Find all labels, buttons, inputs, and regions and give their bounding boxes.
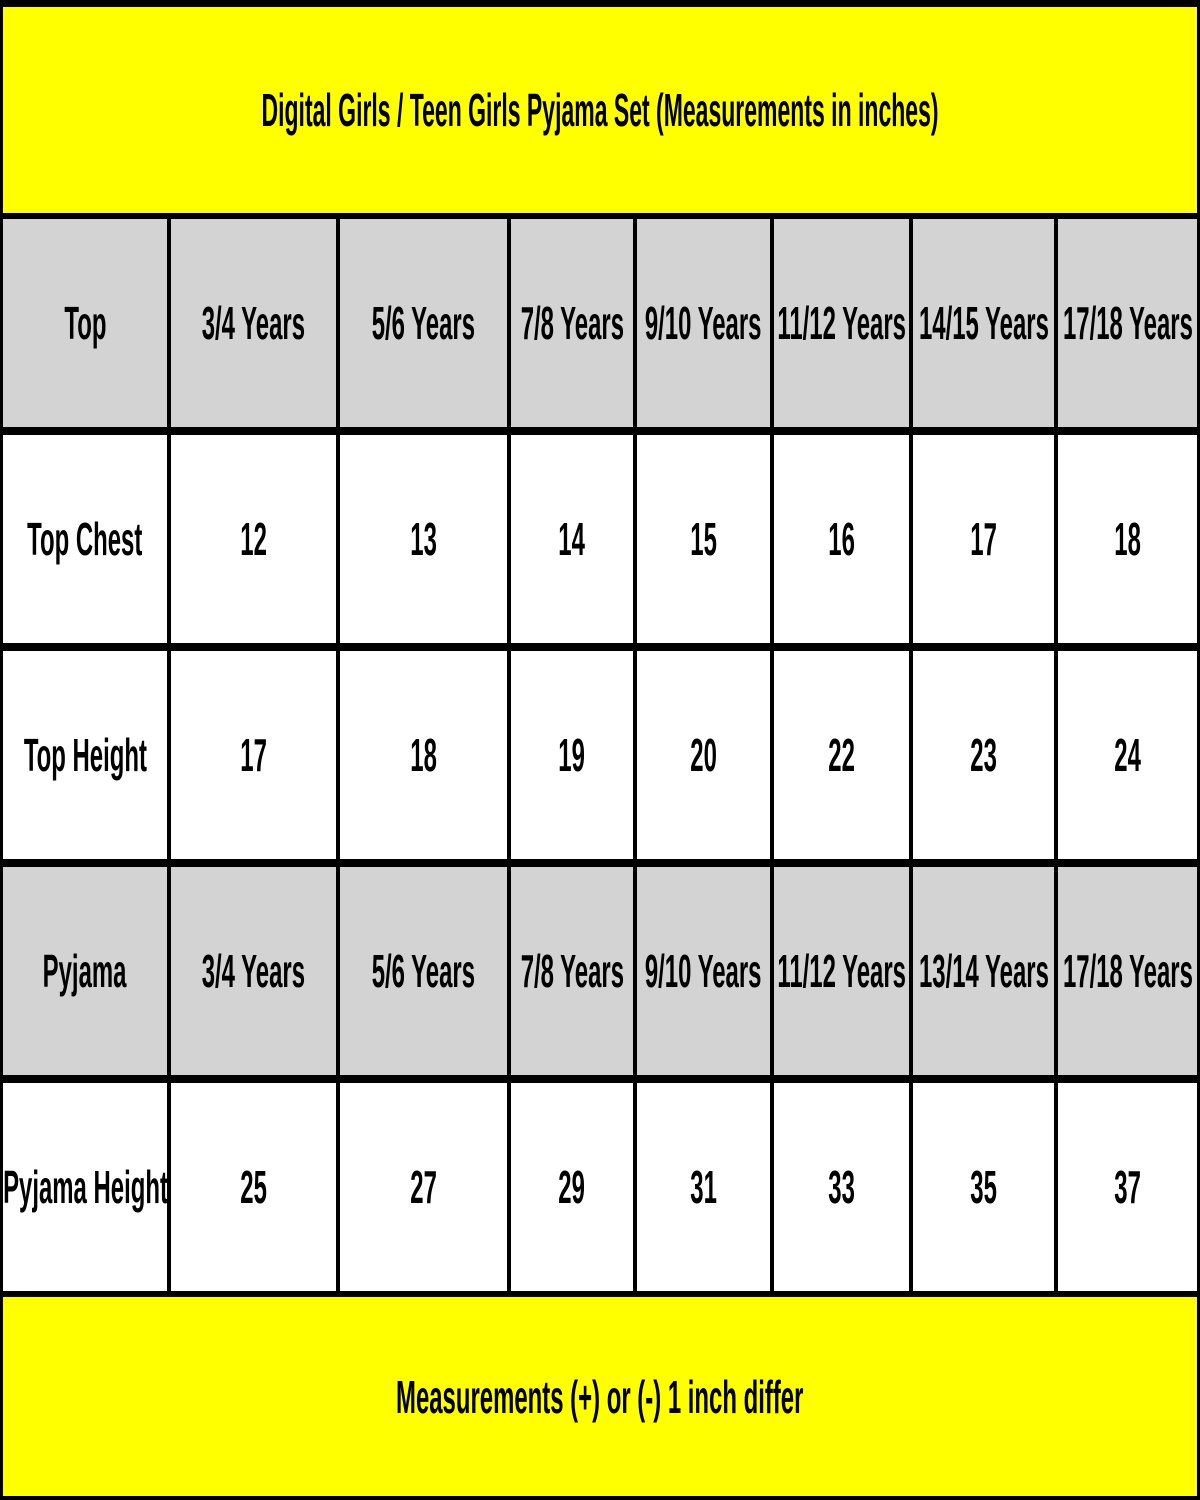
table-cell: 12 — [171, 435, 336, 643]
column-header: 7/8 Years — [511, 219, 633, 427]
table-cell: 16 — [774, 435, 909, 643]
cell-text: 14/15 Years — [918, 297, 1049, 349]
cell-text: 23 — [970, 729, 997, 781]
table-cell: 18 — [1058, 435, 1197, 643]
cell-text: 22 — [828, 729, 855, 781]
table-cell: 37 — [1058, 1083, 1197, 1291]
row-label: Top Height — [3, 651, 167, 859]
cell-text: 11/12 Years — [777, 945, 906, 997]
table-cell: 35 — [913, 1083, 1054, 1291]
table-cell: 17 — [913, 435, 1054, 643]
table-cell: 20 — [637, 651, 770, 859]
cell-text: 13/14 Years — [918, 945, 1049, 997]
table-cell: 19 — [511, 651, 633, 859]
row-label: Top Chest — [3, 435, 167, 643]
table-cell: 17 — [171, 651, 336, 859]
row-label: Pyjama Height — [3, 1083, 167, 1291]
cell-text: Top Chest — [27, 513, 143, 565]
column-header: 9/10 Years — [637, 219, 770, 427]
cell-text: 17 — [240, 729, 267, 781]
row-header-pyjama: Pyjama — [3, 867, 167, 1075]
table-cell: 15 — [637, 435, 770, 643]
column-header: 9/10 Years — [637, 867, 770, 1075]
column-header: 5/6 Years — [340, 219, 507, 427]
cell-text: 27 — [410, 1161, 437, 1213]
title-banner: Digital Girls / Teen Girls Pyjama Set (M… — [3, 7, 1197, 213]
cell-text: 18 — [1114, 513, 1141, 565]
cell-text: 25 — [240, 1161, 267, 1213]
table-cell: 23 — [913, 651, 1054, 859]
page-title: Digital Girls / Teen Girls Pyjama Set (M… — [261, 84, 939, 136]
cell-text: 17/18 Years — [1062, 297, 1193, 349]
table-cell: 24 — [1058, 651, 1197, 859]
column-header: 14/15 Years — [913, 219, 1054, 427]
cell-text: 12 — [240, 513, 267, 565]
table-cell: 18 — [340, 651, 507, 859]
cell-text: 13 — [410, 513, 437, 565]
cell-text: Top — [63, 297, 107, 349]
column-header: 7/8 Years — [511, 867, 633, 1075]
cell-text: 33 — [828, 1161, 855, 1213]
cell-text: 20 — [690, 729, 717, 781]
cell-text: Top Height — [23, 729, 147, 781]
column-header: 3/4 Years — [171, 219, 336, 427]
cell-text: Pyjama — [43, 945, 127, 997]
footer-banner: Measurements (+) or (-) 1 inch differ — [3, 1297, 1197, 1496]
table-cell: 22 — [774, 651, 909, 859]
cell-text: 37 — [1114, 1161, 1141, 1213]
cell-text: 5/6 Years — [371, 297, 476, 349]
column-header: 3/4 Years — [171, 867, 336, 1075]
column-header: 17/18 Years — [1058, 219, 1197, 427]
table-cell: 27 — [340, 1083, 507, 1291]
cell-text: 9/10 Years — [645, 297, 762, 349]
cell-text: 24 — [1114, 729, 1141, 781]
cell-text: 14 — [558, 513, 586, 565]
size-chart-table: Top 3/4 Years 5/6 Years 7/8 Years 9/10 Y… — [3, 213, 1197, 1297]
cell-text: 3/4 Years — [201, 297, 306, 349]
cell-text: 31 — [690, 1161, 717, 1213]
cell-text: 9/10 Years — [645, 945, 762, 997]
cell-text: 3/4 Years — [201, 945, 306, 997]
cell-text: 5/6 Years — [371, 945, 476, 997]
cell-text: 16 — [828, 513, 855, 565]
cell-text: 18 — [410, 729, 437, 781]
footer-note: Measurements (+) or (-) 1 inch differ — [396, 1370, 804, 1423]
table-cell: 31 — [637, 1083, 770, 1291]
table-cell: 29 — [511, 1083, 633, 1291]
cell-text: 19 — [558, 729, 586, 781]
cell-text: 11/12 Years — [777, 297, 906, 349]
table-cell: 33 — [774, 1083, 909, 1291]
column-header: 17/18 Years — [1058, 867, 1197, 1075]
cell-text: 35 — [970, 1161, 997, 1213]
cell-text: 29 — [558, 1161, 586, 1213]
column-header: 5/6 Years — [340, 867, 507, 1075]
cell-text: 7/8 Years — [520, 945, 624, 997]
row-header-top: Top — [3, 219, 167, 427]
table-cell: 14 — [511, 435, 633, 643]
table-cell: 13 — [340, 435, 507, 643]
column-header: 13/14 Years — [913, 867, 1054, 1075]
cell-text: 15 — [690, 513, 717, 565]
cell-text: 7/8 Years — [520, 297, 624, 349]
column-header: 11/12 Years — [774, 219, 909, 427]
cell-text: 17 — [970, 513, 997, 565]
column-header: 11/12 Years — [774, 867, 909, 1075]
cell-text: Pyjama Height — [2, 1161, 168, 1213]
table-cell: 25 — [171, 1083, 336, 1291]
cell-text: 17/18 Years — [1062, 945, 1193, 997]
